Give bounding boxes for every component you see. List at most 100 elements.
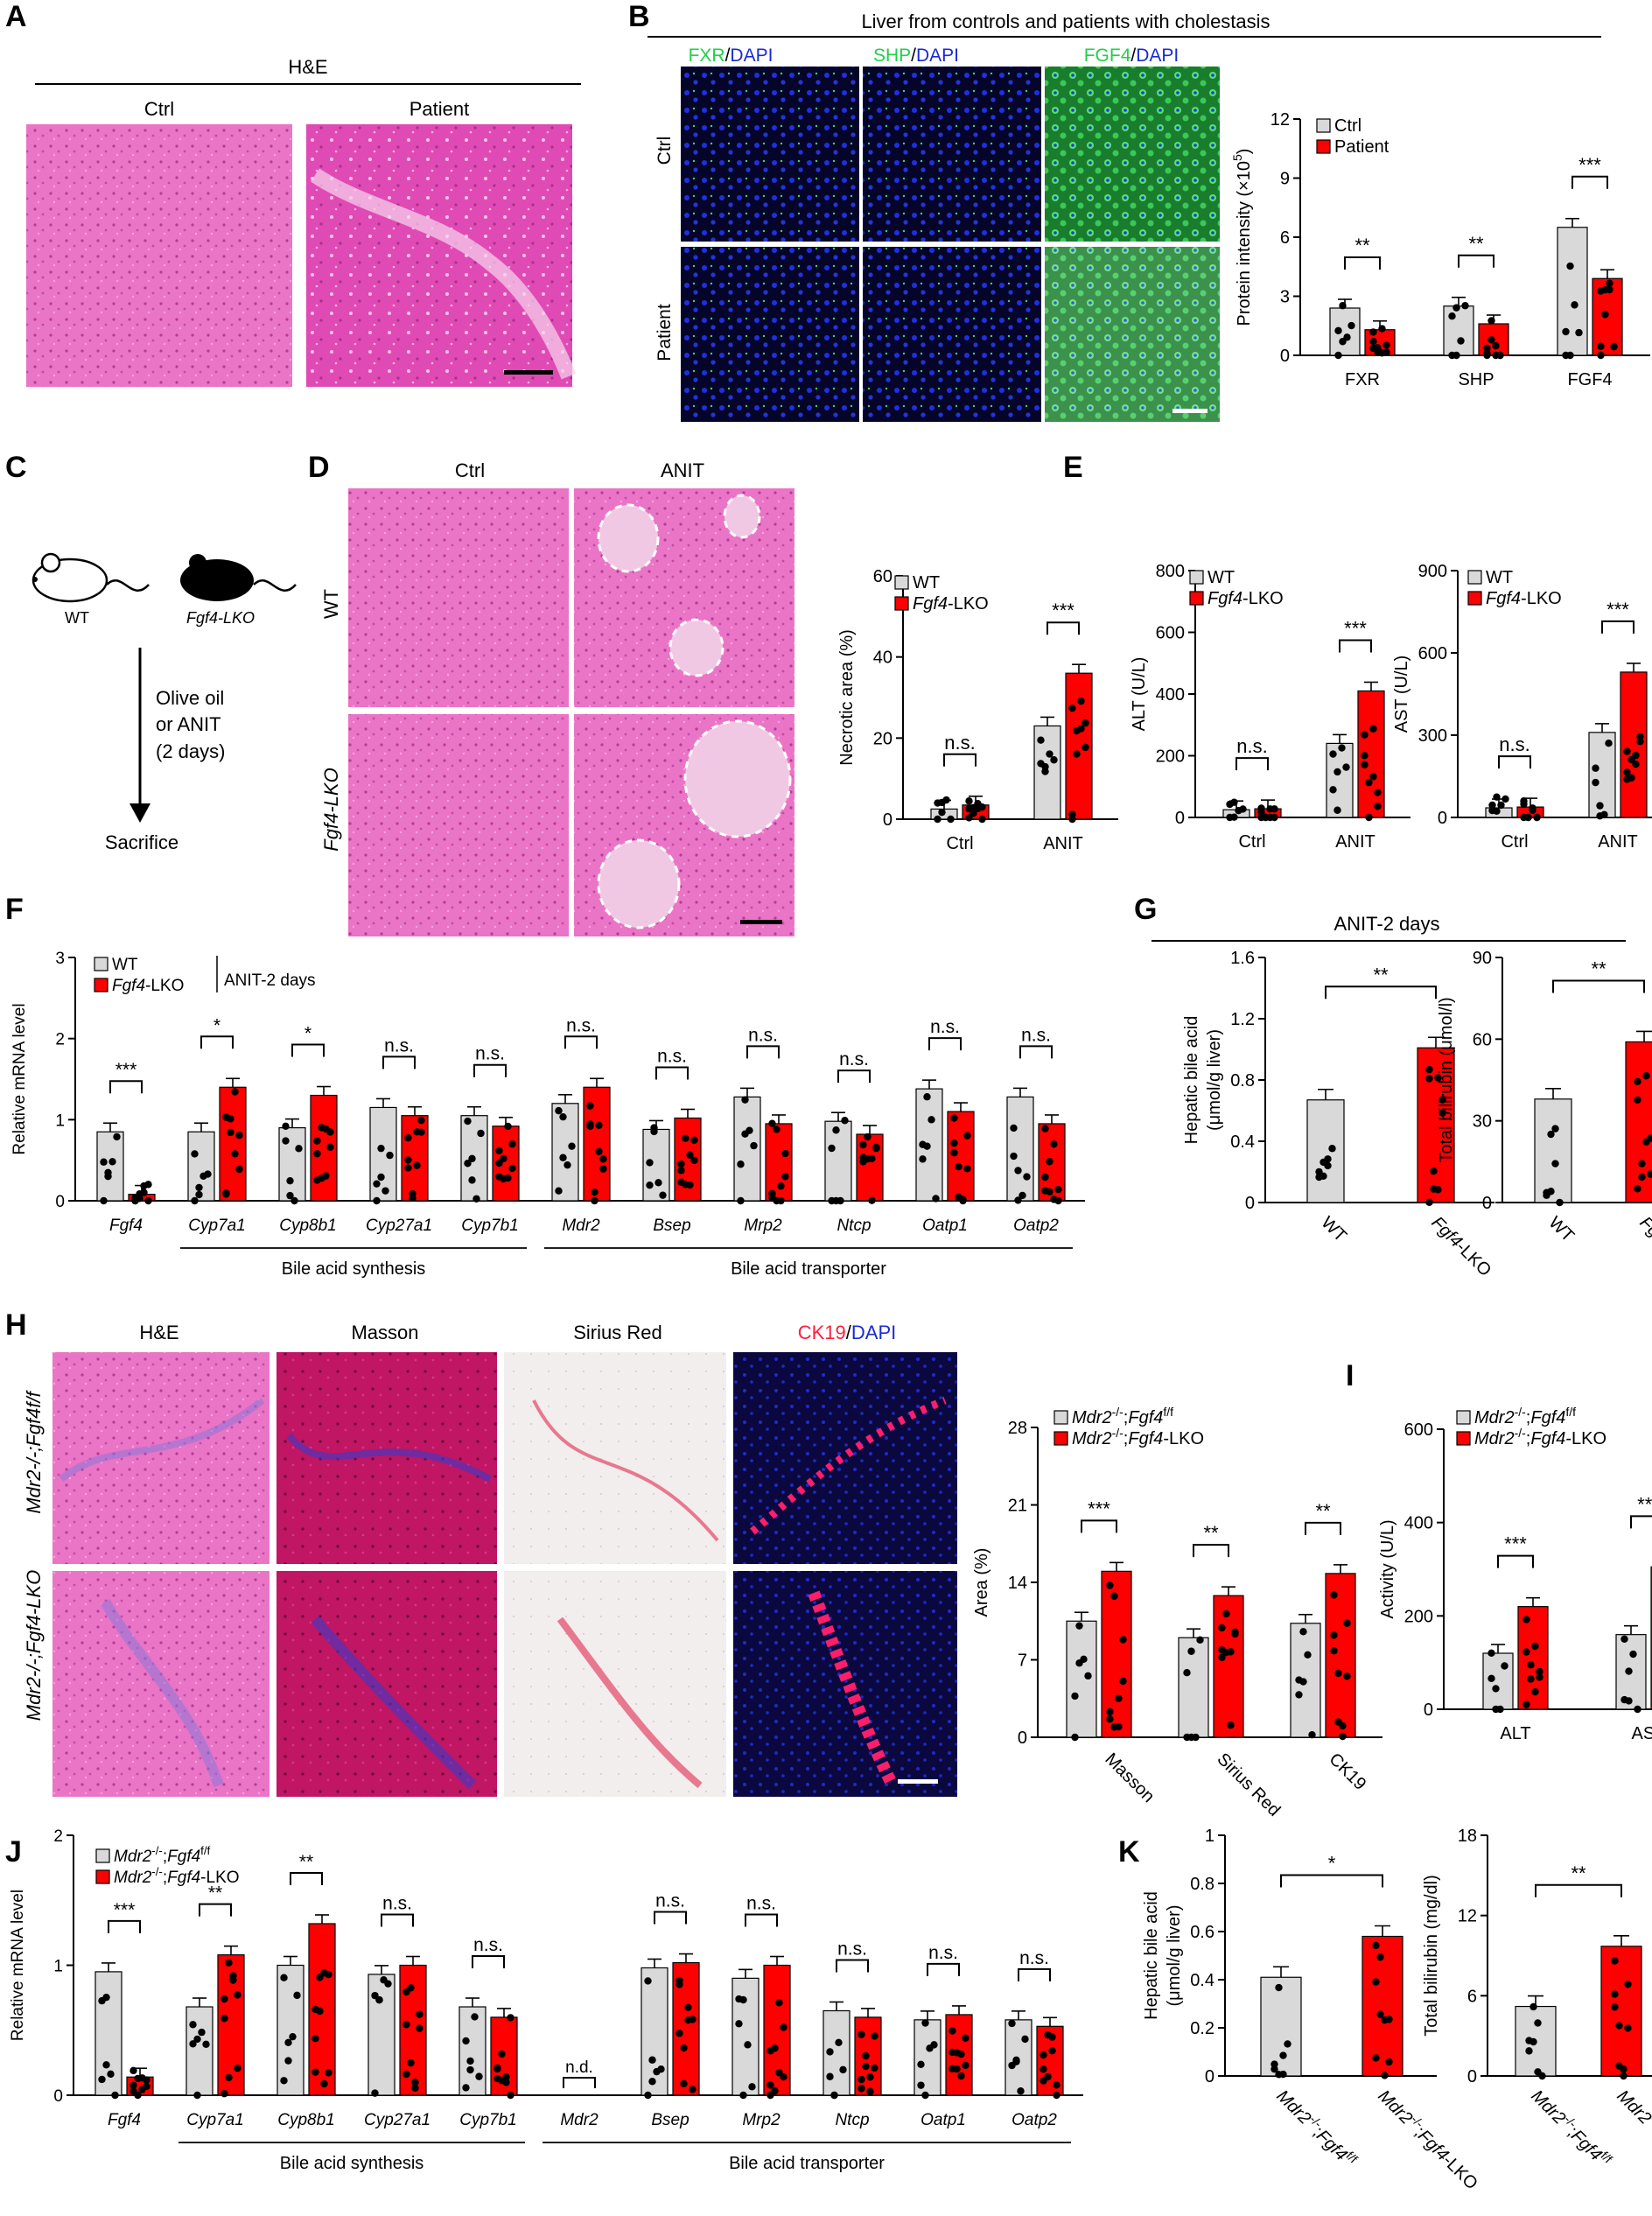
y-axis-label: AST (U/L)	[1392, 656, 1411, 733]
data-point	[1014, 1167, 1022, 1175]
data-point	[477, 1129, 485, 1138]
x-tick-label: Fgf4-LKO	[1427, 1213, 1494, 1280]
data-point	[1372, 2054, 1380, 2062]
significance-label: **	[1468, 233, 1484, 255]
x-tick-label: ALT	[1500, 1724, 1530, 1743]
y-tick-label: 1.6	[1230, 949, 1255, 968]
data-point	[1524, 813, 1532, 822]
he-patient-fibrotic-band	[311, 168, 577, 380]
data-point	[1270, 805, 1278, 813]
data-point	[1611, 1957, 1619, 1965]
data-point	[464, 1117, 472, 1126]
data-point	[325, 1970, 332, 1979]
significance-bracket	[1339, 639, 1372, 653]
data-point	[98, 1996, 106, 2005]
data-point	[1329, 750, 1337, 758]
data-point	[312, 2035, 319, 2043]
data-point	[384, 1980, 392, 1988]
data-point	[591, 1188, 598, 1196]
x-tick-label: Ntcp	[836, 1217, 871, 1235]
data-point	[284, 2057, 292, 2065]
timeline-arrow-head	[130, 803, 150, 823]
data-point	[962, 2061, 970, 2070]
chart-i: 0 200 400 600 Activity (U/L) *** ALT *** AST Mdr2…	[1378, 1405, 1652, 1743]
significance-bracket	[655, 1066, 689, 1080]
genotype-suffix: -LKO	[1438, 2151, 1481, 2194]
significance-bracket	[943, 753, 976, 767]
y-tick-label: 60	[1473, 1030, 1492, 1049]
data-point	[468, 1176, 476, 1184]
data-point	[407, 1984, 415, 1992]
data-point	[1218, 1653, 1226, 1661]
significance-bracket	[382, 1055, 416, 1069]
significance-label: n.d.	[565, 2058, 593, 2077]
data-point	[407, 2058, 415, 2067]
significance-bracket	[1497, 1554, 1534, 1568]
data-point	[507, 2014, 514, 2022]
legend-label: Mdr2-/-;Fgf4-LKO	[1072, 1426, 1204, 1448]
panel-a-title: H&E	[288, 56, 327, 78]
data-point	[826, 2072, 834, 2080]
x-tick-label: Fgf4	[108, 2111, 141, 2129]
data-point	[1257, 804, 1265, 812]
data-point	[1374, 344, 1382, 352]
y-tick-label: 9	[1280, 170, 1290, 189]
data-point	[475, 2072, 483, 2080]
data-point	[1525, 2037, 1533, 2044]
significance-bracket	[472, 1955, 505, 1969]
data-point	[781, 1173, 789, 1181]
data-point	[646, 1159, 654, 1167]
data-point	[1606, 279, 1614, 287]
data-point	[1610, 343, 1618, 351]
data-point	[1551, 1125, 1559, 1133]
data-point	[1628, 755, 1635, 764]
x-tick-label: Oatp1	[920, 2111, 966, 2129]
data-point	[290, 1196, 298, 1205]
data-point	[1597, 342, 1605, 350]
data-point	[921, 2091, 929, 2100]
data-point	[1230, 798, 1238, 806]
data-point	[919, 1155, 927, 1163]
y-tick-label: 0.4	[1190, 1971, 1214, 1990]
data-point	[957, 2072, 965, 2080]
significance-bracket	[654, 1911, 687, 1925]
legend-label: WT	[1486, 568, 1513, 587]
data-point	[564, 1161, 571, 1169]
x-tick-label: Cyp8b1	[277, 2111, 335, 2129]
legend-label: WT	[1208, 568, 1235, 587]
legend-swatch	[1054, 1431, 1068, 1446]
significance-label: ***	[114, 1900, 136, 1920]
bar	[733, 1096, 761, 1202]
panel-h-row-f: Mdr2-/-;Fgf4f/f	[23, 1389, 45, 1513]
data-point	[839, 2065, 847, 2074]
data-point	[1295, 1676, 1303, 1684]
panel-b-stain-fgf4: FGF4/DAPI	[1084, 46, 1180, 66]
data-point	[1374, 789, 1382, 796]
legend-swatch	[1054, 1410, 1068, 1425]
significance-bracket	[473, 1063, 507, 1077]
bar	[1600, 1946, 1642, 2077]
mouse-icon-ko	[180, 554, 297, 601]
panel-letter-c: C	[5, 451, 27, 484]
data-point	[504, 1122, 512, 1131]
data-point	[220, 1995, 228, 2003]
data-point	[1562, 327, 1570, 336]
data-point	[1017, 2086, 1025, 2095]
data-point	[1483, 351, 1491, 360]
legend-label: Mdr2-/-;Fgf4-LKO	[114, 1865, 240, 1887]
data-point	[1187, 1647, 1195, 1655]
y-tick-label: 1	[53, 1958, 63, 1976]
legend-swatch	[1456, 1410, 1471, 1425]
data-point	[978, 815, 986, 824]
data-point	[1050, 756, 1058, 764]
data-point	[1279, 2070, 1287, 2079]
panel-b-stain-fxr: FXR/DAPI	[689, 46, 774, 66]
x-tick-label: Cyp7a1	[186, 2111, 244, 2129]
bar	[947, 1111, 975, 1202]
panel-a: H&E Ctrl Patient	[26, 56, 581, 387]
significance-bracket	[199, 1903, 232, 1917]
data-point	[686, 1181, 694, 1189]
x-tick-label: Cyp7a1	[188, 1217, 246, 1235]
data-point	[955, 1162, 962, 1171]
ck19-mdr2-ff	[733, 1352, 957, 1564]
